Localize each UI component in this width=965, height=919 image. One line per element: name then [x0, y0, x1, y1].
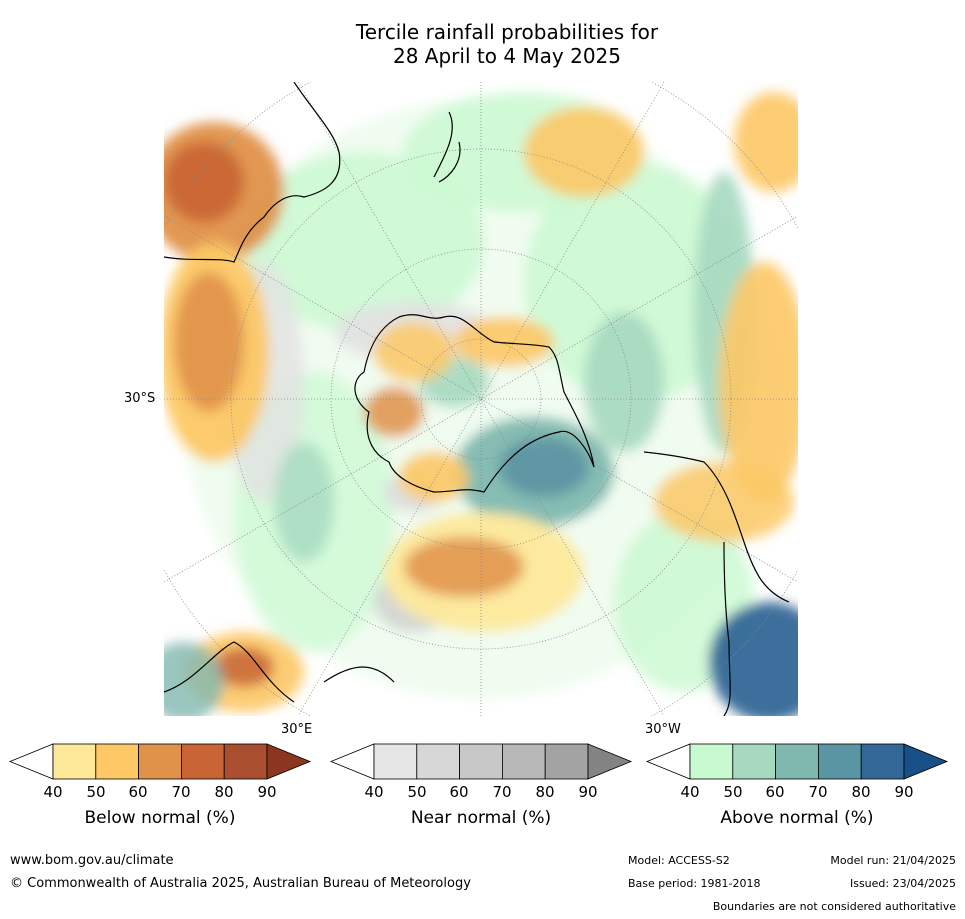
colorbar-segment — [775, 743, 819, 780]
colorbar-segment — [732, 743, 777, 780]
title-line-1: Tercile rainfall probabilities for — [355, 20, 659, 44]
polar-rainfall-map — [164, 82, 798, 716]
model-run: Model run: 21/04/2025 — [830, 854, 956, 867]
colorbar-extend-high — [587, 743, 633, 780]
colorbar-segment — [180, 743, 225, 780]
map-title: Tercile rainfall probabilities for 28 Ap… — [0, 20, 965, 68]
tick: 70 — [808, 783, 828, 801]
colorbar-segment — [689, 743, 734, 780]
longitude-label-30e: 30°E — [281, 722, 313, 737]
latitude-label-30s: 30°S — [124, 391, 156, 406]
tick: 80 — [214, 783, 234, 801]
colorbar-extend-low — [645, 743, 691, 780]
tick: 70 — [492, 783, 512, 801]
copyright: © Commonwealth of Australia 2025, Austra… — [10, 876, 471, 891]
tick: 60 — [128, 783, 148, 801]
colorbar-segment — [95, 743, 140, 780]
base-period: Base period: 1981-2018 — [628, 877, 761, 890]
colorbar-extend-high — [903, 743, 949, 780]
tick: 40 — [43, 783, 63, 801]
title-line-2: 28 April to 4 May 2025 — [393, 44, 621, 68]
colorbar-below-normal — [8, 743, 312, 780]
colorbar-segment — [544, 743, 589, 780]
colorbar-segment — [223, 743, 268, 780]
colorbar-near-normal — [329, 743, 633, 780]
colorbar-segment — [138, 743, 182, 780]
colorbar-segment — [459, 743, 503, 780]
colorbar-segment — [52, 743, 97, 780]
website-link[interactable]: www.bom.gov.au/climate — [10, 853, 174, 868]
colorbar-ticks-below: 40 50 60 70 80 90 — [10, 783, 310, 803]
longitude-label-30w: 30°W — [645, 722, 681, 737]
tick: 50 — [407, 783, 427, 801]
colorbar-ticks-above: 40 50 60 70 80 90 — [647, 783, 947, 803]
colorbar-extend-high — [266, 743, 312, 780]
tick: 80 — [535, 783, 555, 801]
colorbar-above-normal — [645, 743, 949, 780]
colorbar-label-above: Above normal (%) — [720, 808, 874, 828]
tick: 60 — [765, 783, 785, 801]
colorbar-label-below: Below normal (%) — [84, 808, 236, 828]
tick: 80 — [851, 783, 871, 801]
colorbar-segment — [501, 743, 546, 780]
colorbar-segment — [373, 743, 418, 780]
colorbar-segment — [860, 743, 905, 780]
colorbar-segment — [817, 743, 862, 780]
tick: 40 — [364, 783, 384, 801]
tick: 90 — [257, 783, 277, 801]
tick: 70 — [171, 783, 191, 801]
colorbar-segment — [416, 743, 461, 780]
issued-date: Issued: 23/04/2025 — [849, 877, 956, 890]
tick: 50 — [723, 783, 743, 801]
tick: 90 — [578, 783, 598, 801]
disclaimer: Boundaries are not considered authoritat… — [712, 900, 956, 913]
colorbar-ticks-near: 40 50 60 70 80 90 — [331, 783, 631, 803]
model-name: Model: ACCESS-S2 — [628, 854, 730, 867]
tick: 50 — [86, 783, 106, 801]
colorbar-label-near: Near normal (%) — [410, 808, 552, 828]
tick: 40 — [680, 783, 700, 801]
tick: 90 — [894, 783, 914, 801]
colorbar-extend-low — [329, 743, 375, 780]
tick: 60 — [449, 783, 469, 801]
colorbar-extend-low — [8, 743, 54, 780]
